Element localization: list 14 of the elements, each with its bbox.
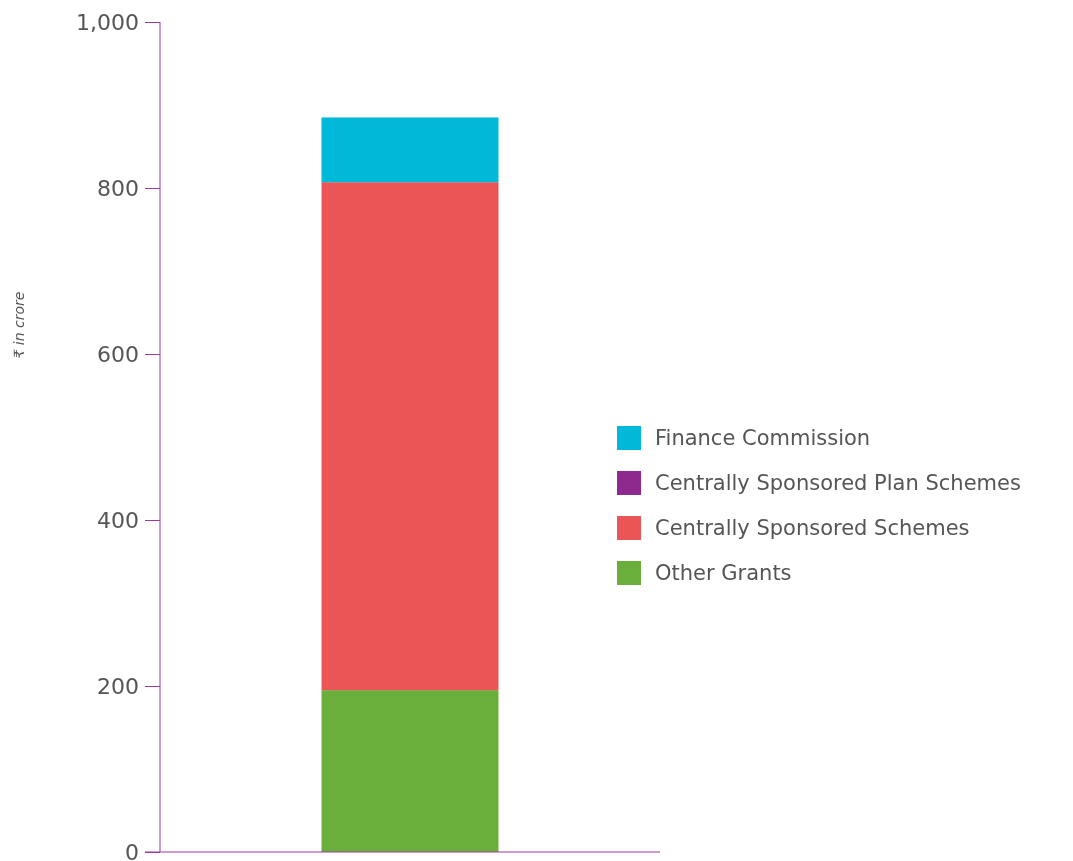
legend-label: Finance Commission — [655, 426, 871, 451]
legend-label: Other Grants — [655, 561, 792, 586]
bar — [321, 117, 499, 183]
y-axis-title: ₹ in crore — [11, 291, 27, 359]
bar — [321, 690, 499, 852]
legend-label: Centrally Sponsored Schemes — [655, 516, 970, 541]
legend-label: Centrally Sponsored Plan Schemes — [655, 471, 1021, 496]
y-tick-label: 600 — [97, 342, 139, 368]
y-tick-label: 800 — [97, 176, 139, 202]
bar — [321, 182, 499, 691]
y-tick-label: 1,000 — [76, 10, 139, 36]
y-tick-label: 400 — [97, 508, 139, 534]
y-tick-label: 0 — [125, 840, 139, 861]
y-tick-label: 200 — [97, 674, 139, 700]
